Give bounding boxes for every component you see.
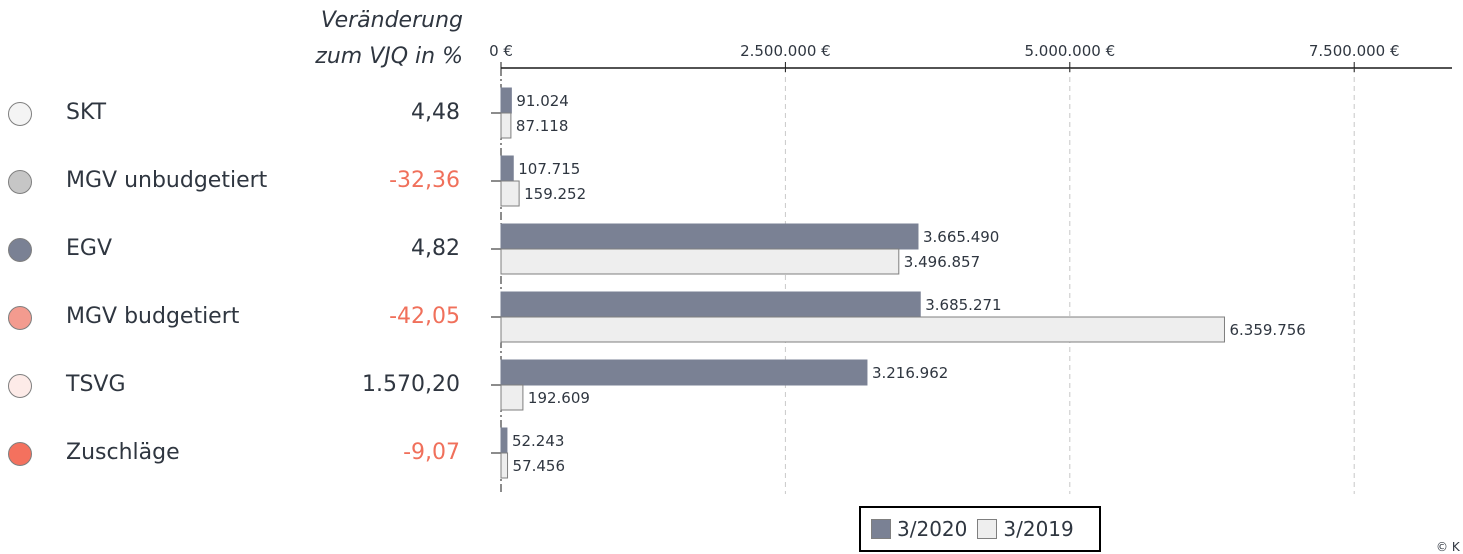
copyright-text: © K bbox=[1436, 540, 1460, 554]
category-label: Zuschläge bbox=[66, 440, 180, 465]
x-tick-label: 5.000.000 € bbox=[1024, 42, 1115, 60]
bar-3-2020 bbox=[500, 223, 919, 250]
change-value: -9,07 bbox=[403, 440, 460, 465]
data-label: 3.685.271 bbox=[925, 296, 1001, 314]
legend-item-2019: 3/2019 bbox=[977, 517, 1074, 541]
data-label: 91.024 bbox=[516, 92, 569, 110]
change-value: 1.570,20 bbox=[362, 372, 460, 397]
change-value: -32,36 bbox=[389, 168, 460, 193]
bar-3-2019 bbox=[500, 452, 509, 479]
category-label: TSVG bbox=[66, 372, 126, 397]
legend-label-2020: 3/2020 bbox=[897, 517, 968, 541]
data-label: 3.665.490 bbox=[923, 228, 999, 246]
category-label: MGV budgetiert bbox=[66, 304, 240, 329]
x-tick-label: 7.500.000 € bbox=[1309, 42, 1400, 60]
change-header-line1: Veränderung bbox=[320, 8, 463, 33]
x-tick-label: 0 € bbox=[489, 42, 513, 60]
data-label: 57.456 bbox=[513, 457, 566, 475]
category-dot bbox=[8, 170, 32, 194]
legend-swatch-2019 bbox=[977, 519, 998, 539]
change-value: 4,48 bbox=[411, 100, 460, 125]
bar-3-2019 bbox=[500, 316, 1225, 343]
data-label: 3.496.857 bbox=[904, 253, 980, 271]
category-dot bbox=[8, 238, 32, 262]
bar-3-2019 bbox=[500, 384, 524, 411]
category-label: MGV unbudgetiert bbox=[66, 168, 268, 193]
category-label: EGV bbox=[66, 236, 112, 261]
change-value: 4,82 bbox=[411, 236, 460, 261]
change-value: -42,05 bbox=[389, 304, 460, 329]
data-label: 52.243 bbox=[512, 432, 565, 450]
legend-swatch-2020 bbox=[871, 519, 891, 539]
bar-3-2020 bbox=[500, 87, 512, 114]
x-tick-label: 2.500.000 € bbox=[740, 42, 831, 60]
change-header-line2: zum VJQ in % bbox=[315, 44, 463, 69]
category-label: SKT bbox=[66, 100, 107, 125]
data-label: 107.715 bbox=[518, 160, 580, 178]
data-label: 192.609 bbox=[528, 389, 590, 407]
data-label: 87.118 bbox=[516, 117, 569, 135]
data-label: 6.359.756 bbox=[1229, 321, 1305, 339]
category-dot bbox=[8, 442, 32, 466]
bar-3-2020 bbox=[500, 427, 508, 454]
legend-item-2020: 3/2020 bbox=[871, 517, 967, 541]
category-dot bbox=[8, 306, 32, 330]
bar-3-2019 bbox=[500, 248, 900, 275]
chart-legend: 3/2020 3/2019 bbox=[859, 506, 1101, 552]
category-dot bbox=[8, 102, 32, 126]
bar-3-2020 bbox=[500, 359, 868, 386]
bar-3-2019 bbox=[500, 112, 512, 139]
data-label: 159.252 bbox=[524, 185, 586, 203]
bar-3-2020 bbox=[500, 291, 921, 318]
data-label: 3.216.962 bbox=[872, 364, 948, 382]
bar-3-2019 bbox=[500, 180, 520, 207]
category-dot bbox=[8, 374, 32, 398]
legend-label-2019: 3/2019 bbox=[1003, 517, 1074, 541]
bar-3-2020 bbox=[500, 155, 514, 182]
